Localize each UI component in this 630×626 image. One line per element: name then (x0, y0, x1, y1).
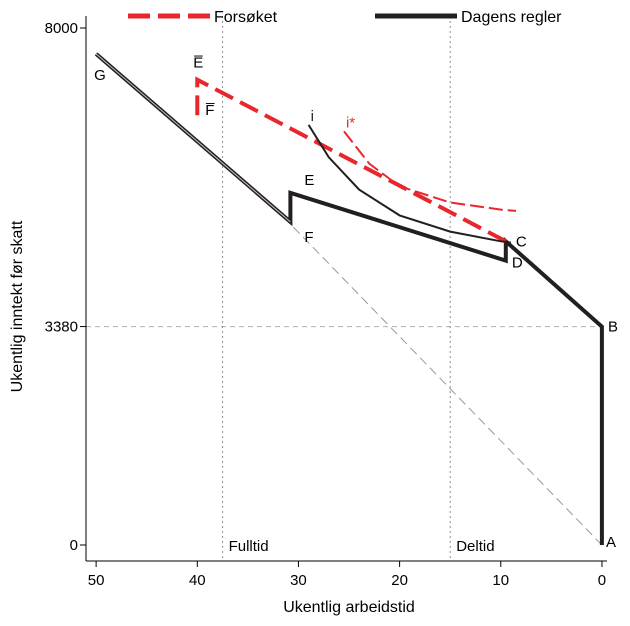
legend: Forsøket Dagens regler (128, 9, 562, 26)
reference-line-label: Fulltid (229, 538, 269, 555)
indifference-curve-label: i* (346, 114, 355, 131)
y-axis-title: Ukentlig inntekt før skatt (9, 220, 26, 392)
x-axis-title: Ukentlig arbeidstid (283, 599, 415, 616)
point-label: A (606, 534, 616, 551)
point-label: D (512, 255, 523, 272)
indifference-curve-label: i (311, 108, 314, 125)
point-label: G (94, 67, 106, 84)
point-label: E̅ (193, 55, 203, 72)
point-label: F̅ (205, 102, 215, 119)
y-tick-label: 3380 (45, 319, 78, 336)
point-label: F (304, 229, 313, 246)
reference-lines (86, 16, 603, 561)
x-tick-label: 0 (598, 572, 606, 589)
tick-layer: Fulltid Deltid 50 40 30 20 10 0 0 3380 8000 (45, 20, 606, 589)
point-label: C (516, 233, 527, 250)
y-tick-label: 0 (70, 537, 78, 554)
point-label: B (608, 319, 618, 336)
x-tick-label: 40 (189, 572, 206, 589)
indifference-curves-layer: i i* (307, 108, 517, 244)
legend-label: Forsøket (214, 9, 278, 26)
point-label: E (304, 172, 314, 189)
y-tick-label: 8000 (45, 20, 78, 37)
legend-label: Dagens regler (461, 9, 562, 26)
indifference-curve (343, 130, 517, 212)
reference-line-label: Deltid (456, 538, 494, 555)
axes (85, 16, 607, 562)
series-highlight (95, 53, 291, 223)
x-tick-label: 50 (88, 572, 105, 589)
indifference-curve (307, 124, 512, 244)
x-tick-label: 10 (492, 572, 509, 589)
x-tick-label: 20 (391, 572, 408, 589)
point-labels-layer: A B CD E F G E̅ F̅ (94, 55, 618, 551)
reference-ray (287, 221, 603, 546)
x-tick-label: 30 (290, 572, 307, 589)
